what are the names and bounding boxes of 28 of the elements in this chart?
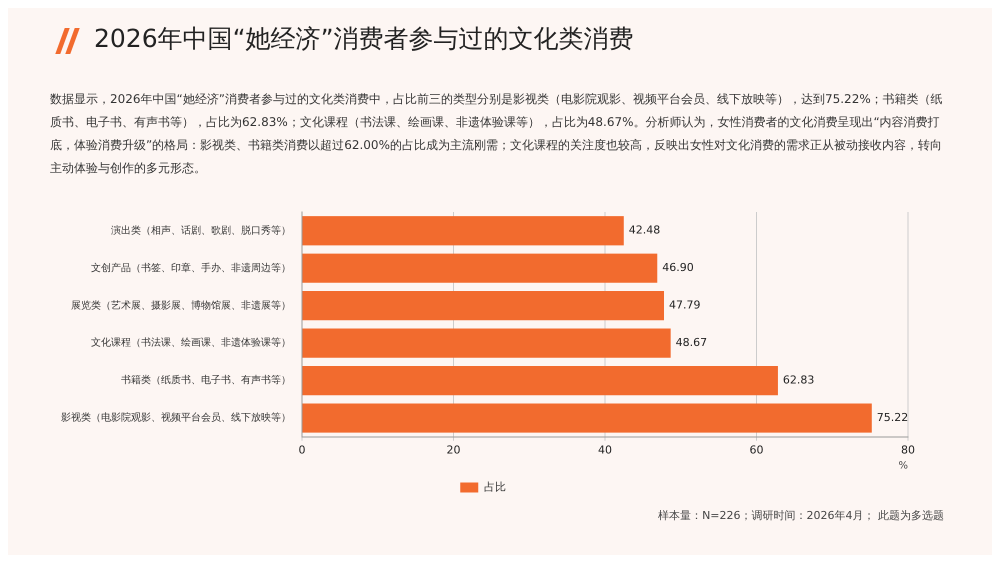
x-tick-label: 0 [298, 443, 306, 456]
data-label: 42.48 [628, 224, 660, 237]
x-tick-label: 40 [598, 443, 612, 456]
bar [302, 216, 624, 246]
y-tick-label: 书籍类（纸质书、电子书、有声书等） [121, 374, 291, 386]
y-tick-label: 文创产品（书签、印章、手办、非遗周边等） [91, 262, 291, 274]
data-label: 62.83 [782, 373, 814, 386]
x-axis-title: % [898, 460, 908, 472]
x-tick-label: 20 [446, 443, 460, 456]
chart-subtitle: 数据显示，2026年中国“她经济”消费者参与过的文化类消费中，占比前三的类型分别是影视类（电影院观影、视频平台会员、线下放映等），达到75.22%；书籍类（纸质书、电子书、有声书等），占比为62.83%；文化课程（书法课、绘画课、非遗体验课等），占比为48.67%。分析师认为，女性消费者的文化消费呈现出“内容消费打底，体验消费升级”的格局：影视类、书籍类消费以超过62.00%的占比成为主流刚需；文化课程的关注度也较高，反映出女性对文化消费的需求正从被动接收内容，转向主动体验与创作的多元形态。 [50, 91, 944, 177]
bar [302, 328, 671, 358]
text: 样本量：N=226；调研时间：2026年4月； 此题为多选题 [658, 508, 944, 523]
bar [302, 403, 872, 433]
bar [302, 366, 778, 396]
data-label: 75.22 [876, 410, 908, 424]
x-tick-label: 80 [901, 443, 915, 456]
data-label: 47.79 [669, 298, 701, 312]
bar [302, 254, 658, 283]
y-tick-label: 展览类（艺术展、摄影展、博物馆展、非遗展等） [71, 299, 291, 312]
data-label: 46.90 [662, 261, 694, 274]
chart-title: 2026年中国“她经济”消费者参与过的文化类消费 [94, 23, 634, 55]
legend-label: 占比 [484, 480, 506, 494]
y-tick-label: 影视类（电影院观影、视频平台会员、线下放映等） [61, 412, 291, 424]
y-tick-label: 演出类（相声、话剧、歌剧、脱口秀等） [111, 224, 291, 236]
bar [302, 291, 664, 320]
y-tick-label: 文化课程（书法课、绘画课、非遗体验课等） [91, 336, 291, 349]
x-tick-label: 60 [750, 443, 764, 456]
data-label: 48.67 [676, 336, 708, 349]
